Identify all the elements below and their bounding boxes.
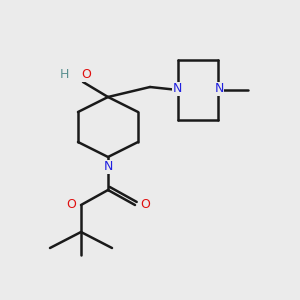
Text: O: O (66, 199, 76, 212)
Text: O: O (81, 68, 91, 82)
Text: N: N (172, 82, 182, 95)
Text: O: O (140, 199, 150, 212)
Text: H: H (60, 68, 69, 82)
Text: N: N (103, 160, 113, 173)
Text: N: N (214, 82, 224, 95)
